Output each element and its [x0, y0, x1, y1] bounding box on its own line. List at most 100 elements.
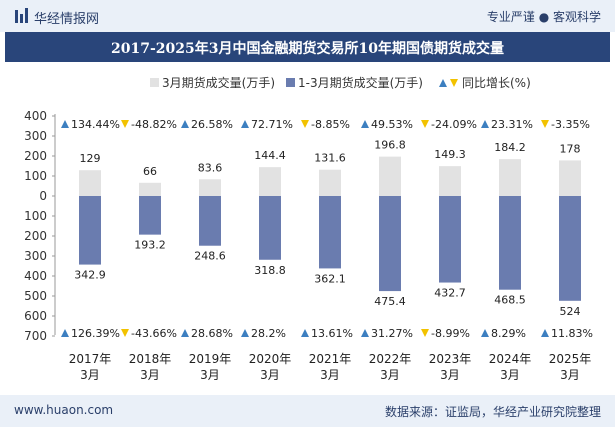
footer: www.huaon.com 数据来源：证监局，华经产业研究院整理 [0, 395, 615, 427]
up-triangle-icon [541, 329, 549, 337]
cumulative-bar [259, 196, 281, 260]
brand-name: 华经情报网 [34, 12, 100, 27]
march-value-label: 178 [560, 142, 581, 155]
down-triangle-icon [421, 329, 429, 337]
data-labels: 129 342.9 66 193.2 83.6 248.6 144.4 318.8 131.6 3… [74, 139, 580, 318]
march-bar [499, 159, 521, 196]
cumulative-growth-label: 28.2% [251, 327, 286, 340]
cumulative-growth-label: 13.61% [311, 327, 353, 340]
legend-up-triangle-icon [439, 79, 447, 87]
legend-march-label: 3月期货成交量(万手) [162, 75, 275, 90]
cumulative-bar [559, 196, 581, 301]
cumulative-growth-label: -8.99% [431, 327, 470, 340]
cumulative-value-label: 468.5 [494, 294, 526, 307]
cumulative-value-label: 475.4 [374, 295, 406, 308]
march-value-label: 83.6 [198, 161, 223, 174]
up-triangle-icon [181, 329, 189, 337]
x-tick-year: 2022年 [369, 352, 412, 366]
legend-march-swatch [150, 78, 159, 87]
up-triangle-icon [361, 329, 369, 337]
y-tick-label: 400 [24, 269, 47, 283]
march-value-label: 144.4 [254, 149, 286, 162]
march-value-label: 149.3 [434, 148, 466, 161]
logo-icon [15, 8, 28, 23]
down-triangle-icon [301, 120, 309, 128]
y-tick-label: 300 [24, 249, 47, 263]
cumulative-bar [379, 196, 401, 292]
x-tick-year: 2017年 [69, 352, 112, 366]
march-bar [199, 179, 221, 196]
march-bar [559, 160, 581, 196]
march-growth-label: -3.35% [551, 118, 590, 131]
up-triangle-icon [61, 120, 69, 128]
cumulative-bar [79, 196, 101, 265]
x-tick-year: 2021年 [309, 352, 352, 366]
up-triangle-icon [361, 120, 369, 128]
cumulative-bar [319, 196, 341, 269]
up-triangle-icon [241, 329, 249, 337]
march-value-label: 131.6 [314, 152, 346, 165]
cumulative-value-label: 342.9 [74, 269, 106, 282]
down-triangle-icon [421, 120, 429, 128]
x-tick-month: 3月 [440, 368, 460, 382]
down-triangle-icon [121, 120, 129, 128]
cumulative-growth-label: 126.39% [71, 327, 120, 340]
cumulative-growth-label: 28.68% [191, 327, 233, 340]
march-growth-label: -24.09% [431, 118, 477, 131]
y-tick-label: 100 [24, 169, 47, 183]
x-tick-month: 3月 [380, 368, 400, 382]
cumulative-growth-label: 8.29% [491, 327, 526, 340]
y-tick-label: 600 [24, 309, 47, 323]
up-triangle-icon [61, 329, 69, 337]
cumulative-bar [499, 196, 521, 290]
site-url: www.huaon.com [14, 403, 114, 417]
march-value-label: 66 [143, 165, 157, 178]
x-tick-year: 2024年 [489, 352, 532, 366]
x-tick-year: 2025年 [549, 352, 592, 366]
cumulative-bar [139, 196, 161, 235]
march-bar [319, 169, 341, 196]
cumulative-value-label: 248.6 [194, 250, 226, 263]
legend: 3月期货成交量(万手) 1-3月期货成交量(万手) 同比增长(%) [150, 75, 531, 90]
y-tick-label: 200 [24, 149, 47, 163]
cumulative-bar [439, 196, 461, 283]
chart-title: 2017-2025年3月中国金融期货交易所10年期国债期货成交量 [111, 41, 504, 57]
y-tick-label: 400 [24, 109, 47, 123]
down-triangle-icon [121, 329, 129, 337]
x-axis-labels: 2017年 3月 2018年 3月 2019年 3月 2020年 3月 2021年 3月 2022年… [69, 352, 592, 382]
march-growth-label: 23.31% [491, 118, 533, 131]
cumulative-growth-label: -43.66% [131, 327, 177, 340]
march-bar [259, 167, 281, 196]
legend-down-triangle-icon [450, 79, 458, 87]
y-tick-label: 500 [24, 289, 47, 303]
up-triangle-icon [301, 329, 309, 337]
x-tick-month: 3月 [560, 368, 580, 382]
cumulative-value-label: 362.1 [314, 272, 346, 285]
march-value-label: 196.8 [374, 139, 406, 152]
x-tick-year: 2019年 [189, 352, 232, 366]
x-tick-month: 3月 [140, 368, 160, 382]
chart: 3月期货成交量(万手) 1-3月期货成交量(万手) 同比增长(%) 400 300… [24, 75, 593, 382]
y-axis-ticks: 400 300 200 100 0 100 200 300 400 500 600 700 [24, 109, 55, 343]
up-triangle-icon [181, 120, 189, 128]
x-tick-month: 3月 [80, 368, 100, 382]
cumulative-value-label: 318.8 [254, 264, 286, 277]
x-tick-month: 3月 [320, 368, 340, 382]
y-tick-label: 200 [24, 229, 47, 243]
march-growth-label: 72.71% [251, 118, 293, 131]
march-growth-label: 134.44% [71, 118, 120, 131]
y-tick-label: 0 [39, 189, 47, 203]
bars [79, 156, 581, 301]
top-bar: 华经情报网 专业严谨 ● 客观科学 [0, 0, 615, 32]
march-growth-label: -48.82% [131, 118, 177, 131]
y-tick-label: 100 [24, 209, 47, 223]
data-source: 数据来源：证监局，华经产业研究院整理 [384, 405, 601, 419]
march-bar [379, 156, 401, 196]
up-triangle-icon [481, 120, 489, 128]
title-bar: 2017-2025年3月中国金融期货交易所10年期国债期货成交量 [5, 32, 610, 62]
down-triangle-icon [541, 120, 549, 128]
up-triangle-icon [241, 120, 249, 128]
y-tick-label: 300 [24, 129, 47, 143]
x-tick-year: 2023年 [429, 352, 472, 366]
march-value-label: 129 [80, 152, 101, 165]
